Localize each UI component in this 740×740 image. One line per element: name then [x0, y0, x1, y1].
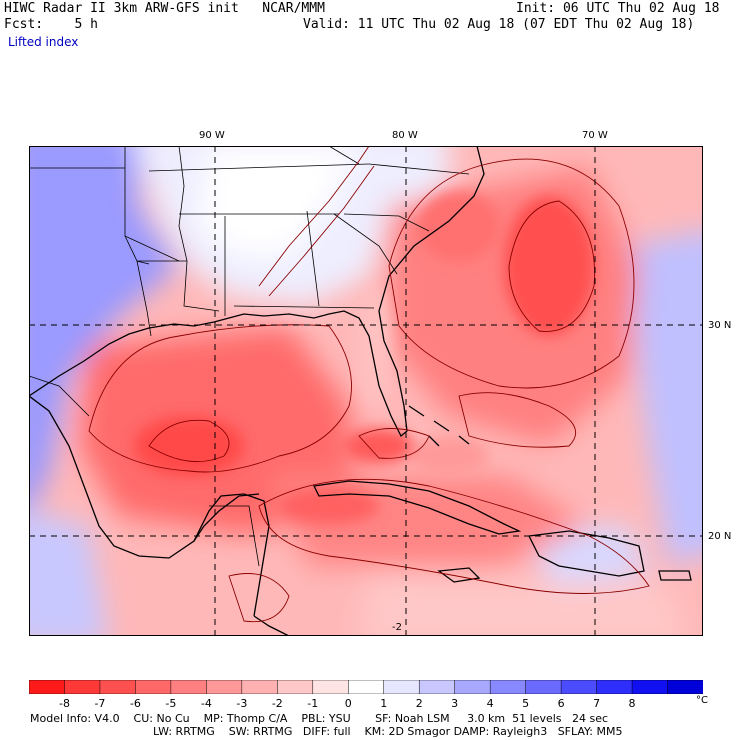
colorbar-swatch — [454, 680, 491, 694]
footer-physics-info: LW: RRTMG SW: RRTMG DIFF: full KM: 2D Sm… — [153, 725, 623, 738]
colorbar-swatch — [312, 680, 350, 694]
field-core-atlantic — [504, 196, 594, 336]
colorbar — [29, 680, 703, 694]
footer-model-info: Model Info: V4.0 CU: No Cu MP: Thomp C/A… — [30, 712, 609, 725]
colorbar-tick-label: 2 — [415, 697, 423, 710]
contour-lines — [88, 146, 650, 623]
field-stable-northcenter — [199, 146, 359, 256]
boundary-alabama-georgia — [306, 210, 320, 307]
coast-puerto-rico — [658, 570, 692, 581]
colorbar-swatch — [489, 680, 527, 694]
graticule — [29, 146, 703, 636]
colorbar-tick-label: -6 — [129, 697, 141, 710]
contour-bahamas — [458, 392, 577, 448]
latitude-label-30n: 30 N — [708, 320, 732, 331]
contour-gulf-inner — [148, 419, 230, 463]
colorbar-tick-label: -5 — [165, 697, 177, 710]
contour-front-2 — [268, 165, 375, 297]
coastlines — [29, 146, 692, 636]
colorbar-swatch — [64, 680, 101, 694]
colorbar-swatch — [29, 680, 66, 694]
boundary-mississippi-river — [178, 146, 220, 312]
colorbar-tick-label: 0 — [344, 697, 352, 710]
contour-front — [258, 146, 370, 287]
colorbar-swatch — [383, 680, 420, 694]
colorbar-swatch — [277, 680, 314, 694]
colorbar-swatch — [99, 680, 137, 694]
boundary-va-nc — [368, 163, 470, 175]
latitude-label-20n: 20 N — [708, 531, 732, 542]
field-stable-southwest — [29, 511, 108, 636]
field-name: Lifted index — [8, 35, 79, 49]
colorbar-swatch — [596, 680, 633, 694]
forecast-hour: Fcst: 5 h — [4, 17, 98, 32]
boundary-virginia-wv — [328, 146, 360, 165]
political-boundaries — [29, 146, 470, 567]
colorbar-tick-label: -7 — [94, 697, 106, 710]
field-weak-florida — [356, 286, 392, 406]
lifted-index-map: -2 — [29, 146, 703, 636]
colorbar-swatch — [241, 680, 279, 694]
colorbar-swatch — [348, 680, 385, 694]
boundary-mexico-us — [29, 375, 90, 417]
contour-label: -2 — [392, 622, 402, 633]
colorbar-tick-label: -4 — [200, 697, 212, 710]
boundary-guatemala-mexico — [209, 505, 260, 567]
colorbar-tick-label: 3 — [451, 697, 459, 710]
coast-yucatan — [193, 493, 260, 542]
init-time: Init: 06 UTC Thu 02 Aug 18 — [516, 1, 720, 16]
field-core-yucatan-channel — [279, 488, 379, 524]
colorbar-swatch — [560, 680, 598, 694]
colorbar-tick-label: -8 — [58, 697, 70, 710]
colorbar-tick-label: 4 — [486, 697, 494, 710]
contour-honduras — [228, 573, 290, 623]
field-core-florida-strait — [344, 428, 414, 464]
colorbar-swatch — [525, 680, 562, 694]
colorbar-swatch — [170, 680, 208, 694]
boundary-nc-sc — [343, 213, 430, 232]
colorbar-swatch — [667, 680, 703, 694]
field-stable-west — [29, 146, 179, 511]
field-core-gulf — [134, 416, 244, 476]
colorbar-unit: °C — [696, 695, 708, 706]
model-title: HIWC Radar II 3km ARW-GFS init NCAR/MMM — [4, 1, 325, 16]
colorbar-tick-label: 1 — [380, 697, 388, 710]
boundary-georgia-carolina — [333, 213, 398, 275]
colorbar-swatch — [135, 680, 172, 694]
contour-caribbean — [258, 478, 650, 594]
coast-jamaica — [437, 567, 481, 583]
contour-atlantic-outer — [388, 158, 635, 389]
colorbar-tick-label: -2 — [271, 697, 283, 710]
boundary-kentucky-tennessee — [148, 163, 370, 172]
coast-texas-gulf — [29, 146, 485, 438]
coast-hispaniola — [528, 530, 645, 577]
field-stable-east — [629, 231, 703, 566]
contour-gulf-outer — [88, 324, 352, 473]
coast-cuba — [313, 480, 522, 535]
colorbar-tick-label: -3 — [236, 697, 248, 710]
boundary-georgia-florida — [233, 305, 375, 309]
contour-atlantic-inner — [508, 200, 595, 332]
colorbar-tick-label: 7 — [593, 697, 601, 710]
longitude-label-70w: 70 W — [582, 130, 608, 141]
field-core-carolina — [419, 191, 499, 261]
field-weak-bahamas — [409, 436, 489, 476]
longitude-label-90w: 90 W — [199, 130, 225, 141]
colorbar-swatch — [206, 680, 243, 694]
valid-time: Valid: 11 UTC Thu 02 Aug 18 (07 EDT Thu … — [303, 17, 695, 32]
colorbar-tick-label: 8 — [628, 697, 636, 710]
field-stable-bottom — [360, 576, 686, 636]
contour-florida-strait — [358, 428, 430, 459]
coast-bahamas — [408, 405, 470, 447]
longitude-label-80w: 80 W — [392, 130, 418, 141]
colorbar-swatch — [631, 680, 669, 694]
colorbar-tick-label: -1 — [307, 697, 319, 710]
colorbar-swatch — [418, 680, 456, 694]
colorbar-tick-label: 6 — [557, 697, 565, 710]
map-frame — [29, 146, 703, 636]
coast-central-america — [253, 615, 290, 636]
colorbar-tick-label: 5 — [522, 697, 530, 710]
